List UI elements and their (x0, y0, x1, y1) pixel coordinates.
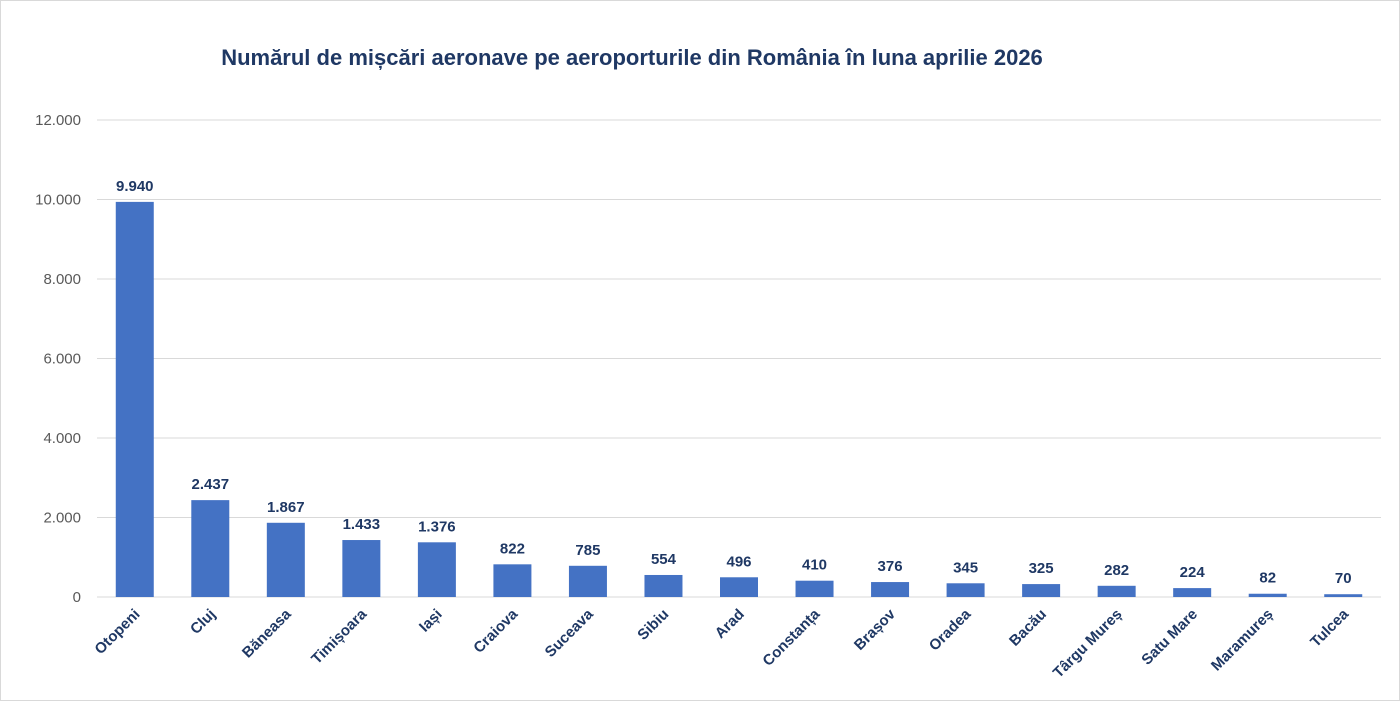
data-label-13: 282 (1104, 562, 1129, 579)
x-tick-label-0: Otopeni (91, 606, 143, 658)
data-label-0: 9.940 (116, 178, 154, 195)
data-label-9: 410 (802, 557, 827, 574)
bar-10 (871, 582, 910, 597)
data-label-10: 376 (878, 558, 903, 575)
data-label-16: 70 (1335, 570, 1352, 587)
data-label-12: 325 (1029, 560, 1054, 577)
y-tick-label: 2.000 (43, 510, 81, 527)
bar-11 (946, 583, 985, 597)
bars (115, 201, 1363, 597)
bar-16 (1324, 594, 1363, 597)
bar-4 (417, 542, 456, 597)
bar-6 (568, 565, 607, 597)
y-axis-tick-labels: 0 2.000 4.000 6.000 8.000 10.000 12.000 (35, 112, 81, 606)
x-tick-label-5: Craiova (470, 605, 521, 656)
x-tick-label-12: Bacău (1006, 606, 1050, 650)
data-label-4: 1.376 (418, 518, 456, 535)
data-label-1: 2.437 (192, 476, 230, 493)
y-tick-label: 4.000 (43, 430, 81, 447)
x-tick-label-2: Băneasa (239, 605, 295, 661)
bar-2 (266, 522, 305, 597)
chart-title: Numărul de mișcări aeronave pe aeroportu… (221, 45, 1043, 70)
data-labels: 9.940 2.437 1.867 1.433 1.376 822 785 554 496 410… (116, 178, 1352, 587)
bar-14 (1173, 588, 1212, 597)
x-tick-label-8: Arad (712, 606, 748, 642)
bar-12 (1022, 584, 1061, 597)
bar-9 (795, 580, 834, 597)
x-tick-label-1: Cluj (187, 606, 219, 638)
x-tick-label-16: Tulcea (1307, 605, 1352, 650)
data-label-7: 554 (651, 551, 677, 568)
data-label-15: 82 (1259, 570, 1276, 587)
data-label-11: 345 (953, 559, 978, 576)
data-label-2: 1.867 (267, 499, 305, 516)
x-tick-label-4: Iași (416, 606, 446, 636)
bar-13 (1097, 585, 1136, 597)
x-tick-label-6: Suceava (542, 605, 598, 661)
data-label-3: 1.433 (343, 516, 381, 533)
bar-15 (1248, 593, 1287, 597)
bar-0 (115, 201, 154, 597)
data-label-6: 785 (575, 542, 600, 559)
y-tick-label: 0 (73, 589, 81, 606)
x-tick-label-10: Brașov (851, 605, 899, 653)
x-tick-label-11: Oradea (926, 605, 975, 654)
bar-3 (342, 540, 381, 597)
data-label-8: 496 (726, 553, 751, 570)
y-tick-label: 6.000 (43, 351, 81, 368)
x-tick-label-9: Constanța (759, 605, 823, 669)
y-tick-label: 8.000 (43, 271, 81, 288)
data-label-5: 822 (500, 540, 525, 557)
data-label-14: 224 (1180, 564, 1206, 581)
y-tick-label: 10.000 (35, 192, 81, 209)
bar-8 (720, 577, 758, 597)
x-tick-label-3: Timișoara (308, 605, 370, 667)
x-axis-tick-labels: Otopeni Cluj Băneasa Timișoara Iași Craiova Su… (91, 605, 1352, 681)
bar-1 (191, 500, 230, 597)
gridlines (97, 119, 1381, 598)
x-tick-label-14: Satu Mare (1138, 606, 1201, 669)
x-tick-label-7: Sibiu (634, 606, 672, 644)
x-tick-label-13: Târgu Mureș (1050, 606, 1126, 682)
bar-5 (493, 564, 532, 597)
y-tick-label: 12.000 (35, 112, 81, 129)
x-tick-label-15: Maramureș (1208, 606, 1277, 675)
bar-7 (644, 574, 683, 597)
